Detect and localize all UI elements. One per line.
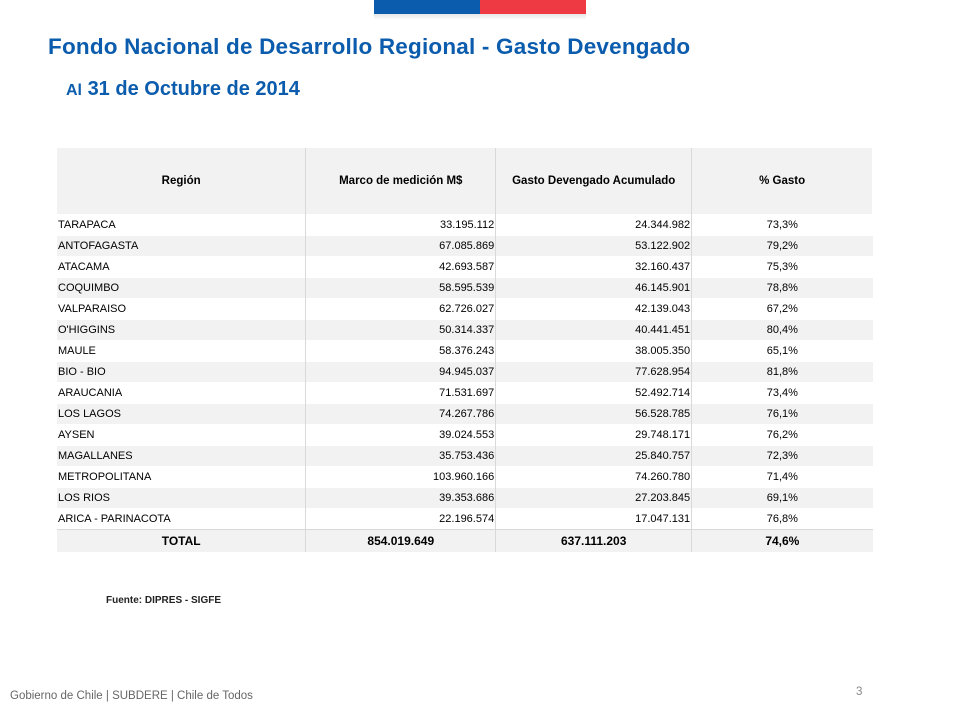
table-row: ATACAMA 42.693.587 32.160.437 75,3%: [57, 256, 873, 278]
flag-shadow: [374, 14, 586, 20]
cell-pct: 73,3%: [691, 214, 873, 236]
cell-pct: 81,8%: [691, 361, 873, 383]
cell-region: LOS LAGOS: [57, 403, 307, 425]
cell-pct: 69,1%: [691, 487, 873, 509]
page-subtitle: Al 31 de Octubre de 2014: [66, 78, 300, 101]
cell-marco: 22.196.574: [305, 508, 497, 530]
table-row: O'HIGGINS 50.314.337 40.441.451 80,4%: [57, 319, 873, 341]
total-pct: 74,6%: [691, 529, 873, 552]
table-row: TARAPACA 33.195.112 24.344.982 73,3%: [57, 214, 873, 236]
cell-pct: 71,4%: [691, 466, 873, 488]
table-row: VALPARAISO 62.726.027 42.139.043 67,2%: [57, 298, 873, 320]
cell-region: O'HIGGINS: [57, 319, 307, 341]
cell-region: ANTOFAGASTA: [57, 235, 307, 257]
source-note: Fuente: DIPRES - SIGFE: [106, 595, 222, 606]
table-row: LOS RIOS 39.353.686 27.203.845 69,1%: [57, 487, 873, 509]
cell-marco: 58.595.539: [305, 277, 497, 299]
table-body: TARAPACA 33.195.112 24.344.982 73,3% ANTOFAG…: [57, 214, 873, 530]
table-row: ARICA - PARINACOTA 22.196.574 17.047.131 76…: [57, 508, 873, 530]
page-number: 3: [856, 686, 863, 698]
cell-region: TARAPACA: [57, 214, 307, 236]
cell-marco: 103.960.166: [305, 466, 497, 488]
table-total-row: TOTAL 854.019.649 637.111.203 74,6%: [57, 529, 873, 552]
cell-pct: 76,8%: [691, 508, 873, 530]
cell-pct: 65,1%: [691, 340, 873, 362]
cell-region: AYSEN: [57, 424, 307, 446]
cell-marco: 50.314.337: [305, 319, 497, 341]
cell-gasto: 56.528.785: [495, 403, 693, 425]
subtitle-prefix: Al: [66, 82, 82, 99]
cell-gasto: 53.122.902: [495, 235, 693, 257]
column-header-gasto: Gasto Devengado Acumulado: [495, 148, 693, 215]
table-row: COQUIMBO 58.595.539 46.145.901 78,8%: [57, 277, 873, 299]
cell-region: METROPOLITANA: [57, 466, 307, 488]
column-header-pct: % Gasto: [691, 148, 873, 215]
cell-pct: 67,2%: [691, 298, 873, 320]
cell-marco: 58.376.243: [305, 340, 497, 362]
table-row: MAGALLANES 35.753.436 25.840.757 72,3%: [57, 445, 873, 467]
flag-blue-bar: [374, 0, 480, 14]
table-header-row: Región Marco de medición M$ Gasto Deveng…: [57, 148, 873, 215]
cell-pct: 80,4%: [691, 319, 873, 341]
table-row: BIO - BIO 94.945.037 77.628.954 81,8%: [57, 361, 873, 383]
table-row: ARAUCANIA 71.531.697 52.492.714 73,4%: [57, 382, 873, 404]
cell-pct: 78,8%: [691, 277, 873, 299]
cell-region: ARICA - PARINACOTA: [57, 508, 307, 530]
cell-region: MAULE: [57, 340, 307, 362]
cell-marco: 33.195.112: [305, 214, 497, 236]
cell-marco: 62.726.027: [305, 298, 497, 320]
cell-gasto: 17.047.131: [495, 508, 693, 530]
total-gasto: 637.111.203: [495, 529, 693, 552]
cell-gasto: 74.260.780: [495, 466, 693, 488]
cell-gasto: 52.492.714: [495, 382, 693, 404]
table-row: ANTOFAGASTA 67.085.869 53.122.902 79,2%: [57, 235, 873, 257]
cell-region: MAGALLANES: [57, 445, 307, 467]
cell-marco: 35.753.436: [305, 445, 497, 467]
cell-region: ATACAMA: [57, 256, 307, 278]
cell-marco: 39.353.686: [305, 487, 497, 509]
total-marco: 854.019.649: [305, 529, 497, 552]
cell-marco: 74.267.786: [305, 403, 497, 425]
column-header-marco: Marco de medición M$: [305, 148, 497, 215]
fndr-table: Región Marco de medición M$ Gasto Deveng…: [57, 148, 873, 552]
cell-gasto: 40.441.451: [495, 319, 693, 341]
table-row: AYSEN 39.024.553 29.748.171 76,2%: [57, 424, 873, 446]
cell-pct: 75,3%: [691, 256, 873, 278]
cell-gasto: 27.203.845: [495, 487, 693, 509]
cell-gasto: 46.145.901: [495, 277, 693, 299]
cell-gasto: 32.160.437: [495, 256, 693, 278]
flag-red-bar: [480, 0, 586, 14]
table-row: LOS LAGOS 74.267.786 56.528.785 76,1%: [57, 403, 873, 425]
cell-pct: 76,2%: [691, 424, 873, 446]
footer-text: Gobierno de Chile | SUBDERE | Chile de T…: [10, 690, 253, 702]
cell-gasto: 42.139.043: [495, 298, 693, 320]
cell-marco: 67.085.869: [305, 235, 497, 257]
cell-pct: 79,2%: [691, 235, 873, 257]
cell-gasto: 77.628.954: [495, 361, 693, 383]
table-row: MAULE 58.376.243 38.005.350 65,1%: [57, 340, 873, 362]
cell-pct: 72,3%: [691, 445, 873, 467]
cell-pct: 73,4%: [691, 382, 873, 404]
cell-marco: 71.531.697: [305, 382, 497, 404]
column-header-region: Región: [57, 148, 307, 215]
page-title: Fondo Nacional de Desarrollo Regional - …: [48, 34, 691, 59]
cell-gasto: 29.748.171: [495, 424, 693, 446]
cell-region: BIO - BIO: [57, 361, 307, 383]
cell-region: VALPARAISO: [57, 298, 307, 320]
cell-gasto: 38.005.350: [495, 340, 693, 362]
cell-region: ARAUCANIA: [57, 382, 307, 404]
cell-gasto: 25.840.757: [495, 445, 693, 467]
total-label: TOTAL: [57, 529, 307, 552]
subtitle-date: 31 de Octubre de 2014: [87, 78, 300, 100]
cell-gasto: 24.344.982: [495, 214, 693, 236]
cell-marco: 94.945.037: [305, 361, 497, 383]
cell-region: COQUIMBO: [57, 277, 307, 299]
cell-pct: 76,1%: [691, 403, 873, 425]
cell-marco: 42.693.587: [305, 256, 497, 278]
table-row: METROPOLITANA 103.960.166 74.260.780 71,4%: [57, 466, 873, 488]
cell-marco: 39.024.553: [305, 424, 497, 446]
cell-region: LOS RIOS: [57, 487, 307, 509]
